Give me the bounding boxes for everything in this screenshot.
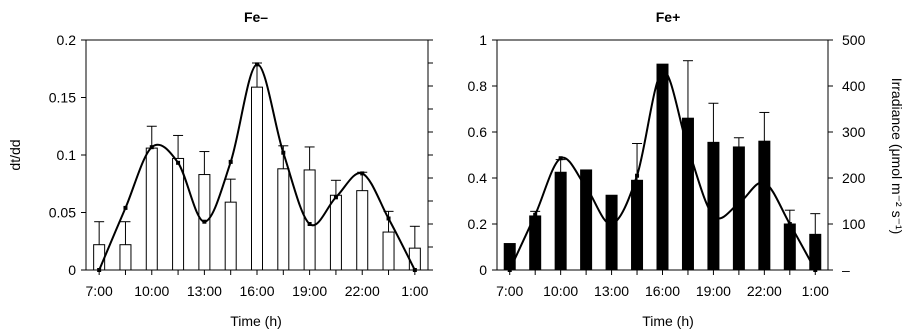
right-x-tick-label: 10:00	[543, 283, 578, 299]
left-x-tick-label: 13:00	[187, 283, 222, 299]
left-x-tick-label: 10:00	[134, 283, 169, 299]
right-y-tick-label: 0.2	[468, 216, 488, 232]
right-x-tick-label: 1:00	[802, 283, 829, 299]
right-bar	[605, 194, 618, 271]
left-y-tick-label: 0	[68, 262, 76, 278]
left-bar	[119, 244, 132, 271]
left-x-tick-label: 19:00	[292, 283, 327, 299]
left-bar	[224, 201, 237, 271]
left-irradiance-point	[149, 145, 154, 150]
right-chart-panel: 0 0.2 0.4 0.6 0.8 1 – 100 200 300 400 500 7:00 10:00 1…	[468, 32, 866, 299]
right-x-axis-label: Time (h)	[642, 313, 694, 329]
right-bar	[503, 243, 516, 271]
right-y2-axis-label: Irradiance (μmol m⁻² s⁻¹)	[889, 78, 905, 235]
right-y-tick-label: 0.6	[468, 124, 488, 140]
left-x-tick-label: 16:00	[239, 283, 274, 299]
right-irradiance-point	[736, 201, 741, 206]
right-irradiance-point	[813, 268, 818, 272]
right-y2-tick-label: 200	[842, 170, 866, 186]
right-bar	[758, 140, 771, 271]
right-irradiance-point	[558, 156, 563, 161]
right-irradiance-point	[660, 69, 665, 74]
left-bar	[172, 157, 185, 271]
right-y2-tick-label: 400	[842, 78, 866, 94]
right-irradiance-point	[762, 180, 767, 185]
right-bar	[580, 169, 593, 271]
left-y-tick-label: 0.15	[49, 90, 76, 106]
left-irradiance-point	[360, 171, 365, 176]
left-irradiance-point	[228, 159, 233, 164]
left-irradiance-point	[307, 222, 312, 226]
right-irradiance-point	[711, 213, 716, 218]
left-bar	[356, 190, 369, 271]
left-irradiance-point	[386, 216, 391, 221]
left-bar	[329, 194, 342, 271]
left-irradiance-point	[333, 195, 338, 200]
right-x-tick-label: 22:00	[747, 283, 782, 299]
right-x-tick-label: 7:00	[496, 283, 523, 299]
right-chart-title: Fe+	[656, 9, 681, 25]
right-y-tick-label: 0	[479, 262, 487, 278]
left-irradiance-point	[255, 62, 259, 67]
right-x-tick-label: 13:00	[594, 283, 629, 299]
right-y-tick-label: 1	[479, 32, 487, 48]
left-x-axis-label: Time (h)	[230, 313, 282, 329]
left-irradiance-point	[176, 160, 181, 165]
right-y2-tick-label: –	[842, 262, 850, 278]
left-bar	[408, 247, 421, 271]
right-y-tick-label: 0.8	[468, 78, 488, 94]
right-bar	[631, 179, 644, 271]
right-y2-tick-label: 300	[842, 124, 866, 140]
left-bar	[145, 147, 158, 271]
left-bar	[382, 231, 395, 271]
left-irradiance-point	[123, 205, 128, 210]
left-irradiance-point	[97, 268, 102, 272]
left-irradiance-point	[281, 150, 286, 155]
right-bar	[732, 146, 745, 271]
right-irradiance-point	[533, 212, 538, 217]
right-bar	[707, 141, 720, 271]
right-irradiance-point	[787, 222, 792, 226]
left-bar	[93, 244, 106, 271]
left-x-tick-label: 1:00	[401, 283, 428, 299]
right-y2-tick-label: 100	[842, 216, 866, 232]
left-chart-title: Fe–	[244, 9, 268, 25]
left-x-tick-label: 22:00	[345, 283, 380, 299]
left-y-tick-label: 0.2	[57, 32, 77, 48]
right-y-tick-label: 0.4	[468, 170, 488, 186]
right-irradiance-point	[507, 268, 512, 272]
left-y-axis-label: dt/dd	[7, 139, 23, 170]
left-x-tick-label: 7:00	[86, 283, 113, 299]
right-irradiance-point	[609, 222, 614, 226]
right-y2-tick-label: 500	[842, 32, 866, 48]
left-y-tick-label: 0.05	[49, 205, 76, 221]
right-bar	[656, 63, 669, 271]
left-bar	[277, 168, 290, 271]
right-bar	[681, 117, 694, 271]
right-x-tick-label: 19:00	[696, 283, 731, 299]
right-x-tick-label: 16:00	[645, 283, 680, 299]
right-irradiance-point	[685, 146, 690, 151]
right-irradiance-point	[584, 185, 589, 190]
right-bar	[554, 171, 567, 271]
left-irradiance-point	[412, 268, 417, 272]
right-irradiance-point	[635, 173, 640, 178]
left-y-tick-label: 0.1	[57, 147, 77, 163]
left-chart-panel: 0 0.05 0.1 0.15 0.2 7:00 10:00 13:00 16:00 19:00 2…	[49, 32, 433, 299]
left-irradiance-point	[202, 219, 207, 224]
left-bar	[251, 86, 263, 271]
